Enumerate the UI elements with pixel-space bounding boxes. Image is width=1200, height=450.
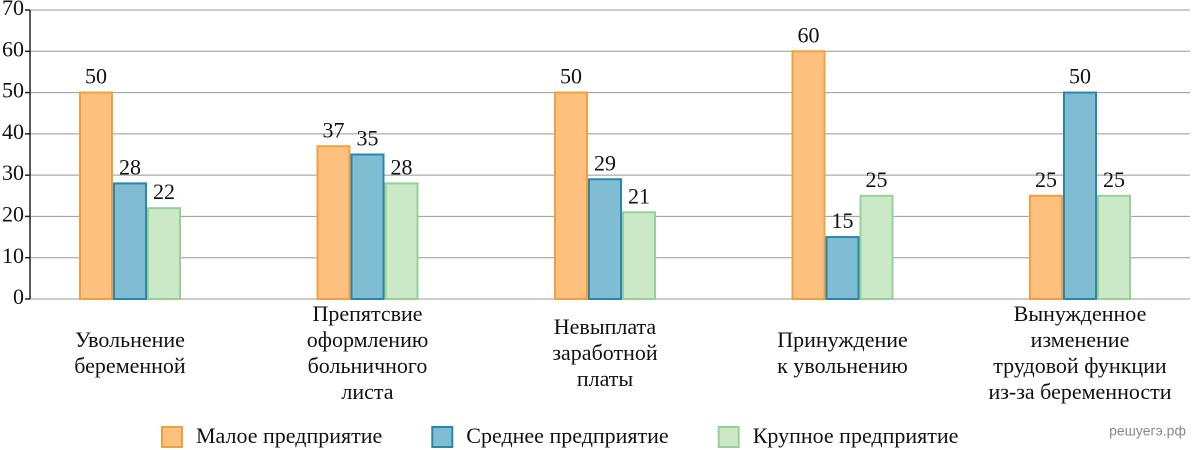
legend-label: Крупное предприятие [753,423,959,448]
y-tick-label: 0 [13,284,24,309]
data-label: 50 [560,64,582,89]
bar [384,182,419,300]
data-label: 25 [1103,167,1125,192]
bar [554,91,588,300]
x-tick-label: Препятсвие [312,301,422,326]
data-label: 50 [85,64,107,89]
x-tick-label: Увольнение [75,327,185,352]
data-label: 50 [1069,64,1091,89]
bar [350,153,385,300]
y-tick-label: 20 [2,201,24,226]
y-tick-label: 60 [2,36,24,61]
x-tick-label: платы [577,366,634,391]
x-tick-label: заработной [552,340,658,365]
y-tick-label: 40 [2,119,24,144]
data-label: 28 [391,154,413,179]
data-label: 15 [832,208,854,233]
y-tick-label: 10 [2,243,24,268]
x-tick-label: Вынужденное [1014,301,1147,326]
data-label: 60 [798,22,820,47]
legend-swatch [431,426,454,448]
legend-swatch [161,426,183,448]
bar [825,236,860,300]
data-label: 25 [866,167,888,192]
x-tick-label: беременной [74,353,186,378]
y-tick-label: 50 [2,78,24,103]
x-tick-label: к увольнению [777,353,908,378]
x-tick-label: изменение [1031,327,1130,352]
x-tick-label: оформлению [307,327,429,352]
data-label: 22 [153,179,175,204]
bar [1097,194,1131,301]
watermark: решуегэ.рф [1109,423,1186,439]
x-tick-label: больничного [308,353,428,378]
data-label: 28 [119,154,141,179]
bar [1063,91,1097,300]
bar [859,194,894,301]
bar [791,50,826,300]
x-tick-label: из-за беременности [988,379,1171,404]
data-label: 21 [628,183,650,208]
legend-label: Малое предприятие [196,423,382,448]
data-label: 37 [323,117,345,142]
y-tick-label: 30 [2,160,24,185]
legend-label: Среднее предприятие [466,423,668,448]
x-tick-label: трудовой функции [993,353,1167,378]
x-tick-label: Невыплата [554,314,657,339]
bar [1029,194,1063,301]
x-tick-label: Принуждение [777,327,908,352]
bar [147,207,181,301]
bar [113,182,147,300]
bar [622,211,656,300]
legend-swatch [717,426,740,448]
data-label: 35 [357,126,379,151]
bar [79,91,113,300]
bar [316,145,351,300]
y-tick-label: 70 [2,0,24,20]
data-label: 29 [594,150,616,175]
x-tick-label: листа [341,379,393,404]
data-label: 25 [1035,167,1057,192]
bar [588,178,622,300]
